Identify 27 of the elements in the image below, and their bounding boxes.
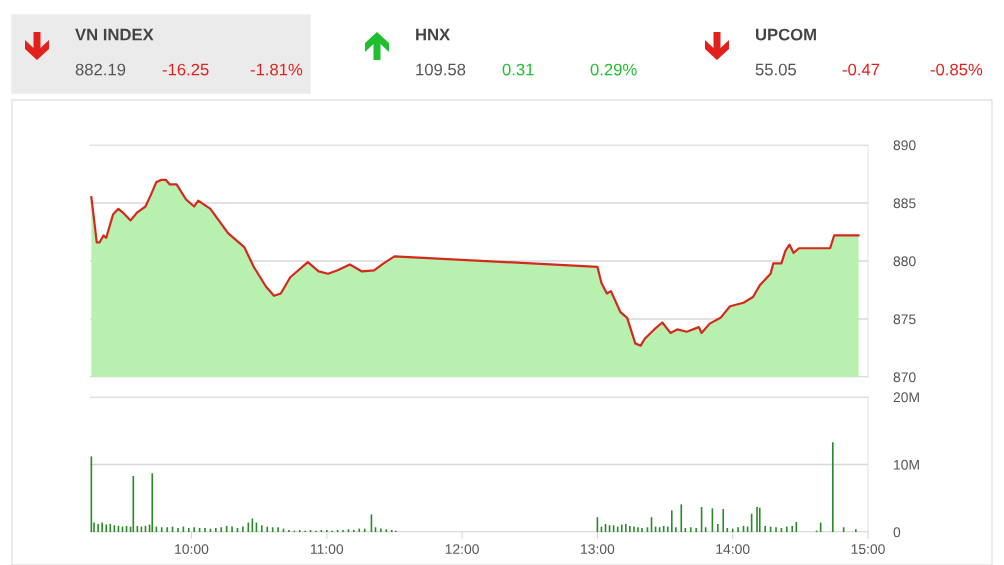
text: VN INDEX xyxy=(75,28,154,41)
text: 109.58 xyxy=(416,63,466,76)
y-tick-label: 20M xyxy=(893,392,919,403)
text: -1.81% xyxy=(250,63,303,76)
line-series xyxy=(90,178,860,347)
y-tick-label: 10M xyxy=(894,459,919,470)
text: 0.29% xyxy=(590,63,637,76)
text: -0.85% xyxy=(930,63,983,76)
y-tick-label: 870 xyxy=(893,372,916,383)
x-tick-label: 15:00 xyxy=(851,544,885,555)
y-tick-label: 890 xyxy=(893,140,916,151)
text: -0.47 xyxy=(842,63,880,76)
text: 0.31 xyxy=(502,63,534,76)
text: -16.25 xyxy=(162,63,209,76)
y-tick-label: 875 xyxy=(893,314,916,325)
y-tick-label: 885 xyxy=(893,198,916,209)
text: HNX xyxy=(416,28,451,41)
text: UPCOM xyxy=(756,28,816,41)
text: 55.05 xyxy=(755,63,797,76)
x-tick-label: 14:00 xyxy=(716,544,750,555)
x-tick-label: 12:00 xyxy=(445,544,479,555)
y-tick-label: 880 xyxy=(893,256,916,267)
x-tick-label: 10:00 xyxy=(175,544,209,555)
x-tick-label: 13:00 xyxy=(581,544,615,555)
text: 882.19 xyxy=(75,63,126,76)
y-tick-label: 0 xyxy=(893,527,901,538)
x-tick-label: 11:00 xyxy=(310,544,344,555)
